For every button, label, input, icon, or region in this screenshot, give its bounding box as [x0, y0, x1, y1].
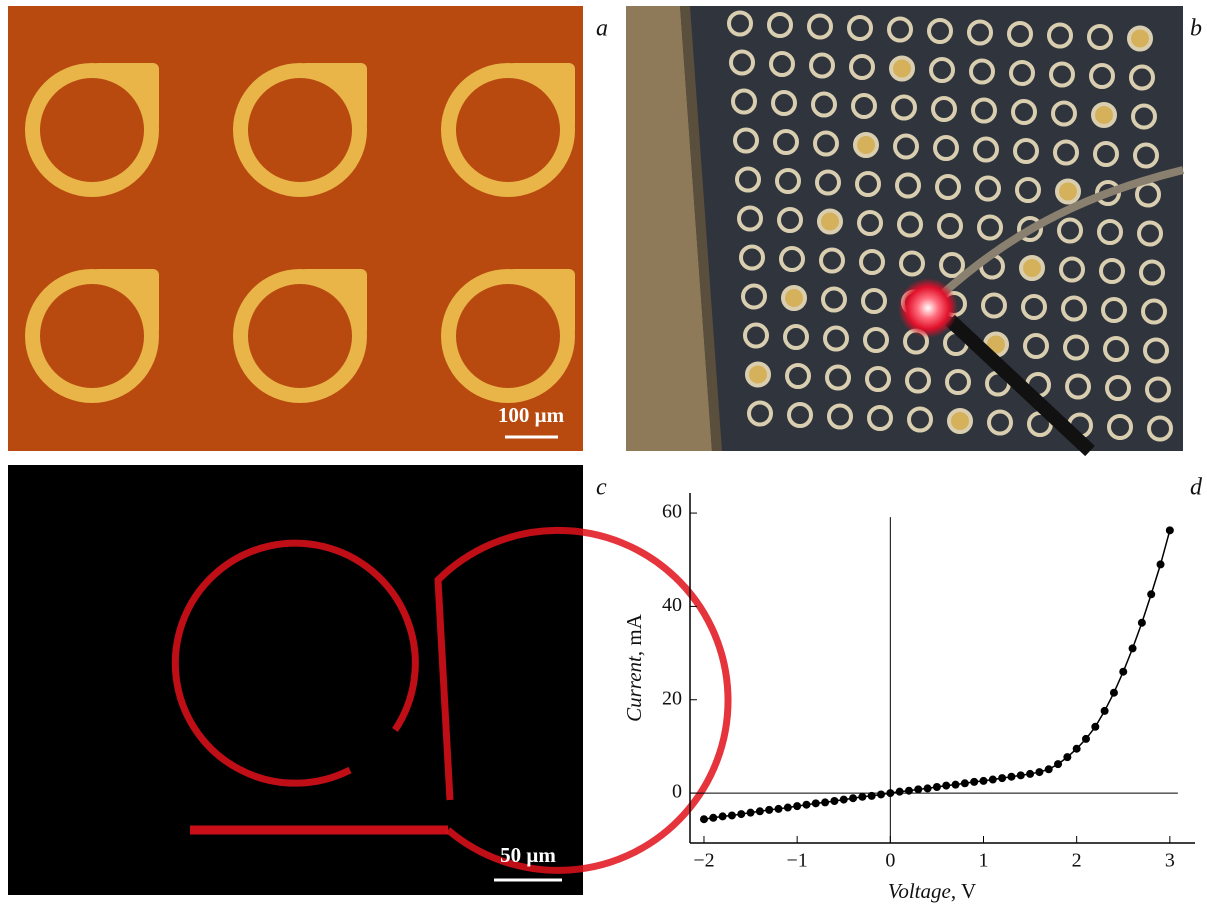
data-point — [886, 789, 894, 797]
data-point — [1110, 689, 1118, 697]
data-point — [877, 790, 885, 798]
data-point — [1017, 771, 1025, 779]
ring — [1057, 181, 1079, 203]
data-point — [970, 778, 978, 786]
data-point — [998, 774, 1006, 782]
ring — [1021, 257, 1043, 279]
x-tick-label: 1 — [978, 850, 988, 872]
data-point — [952, 781, 960, 789]
iv-curve — [704, 530, 1170, 819]
x-tick-label: 3 — [1165, 850, 1175, 872]
data-point — [868, 792, 876, 800]
figure: 100 μm 50 μm a b c d Voltage, V Current,… — [0, 0, 1207, 906]
data-point — [1101, 707, 1109, 715]
data-point — [1054, 760, 1062, 768]
data-point — [1129, 644, 1137, 652]
ring — [949, 410, 971, 432]
data-point — [812, 799, 820, 807]
data-point — [840, 796, 848, 804]
data-point — [858, 793, 866, 801]
data-point — [821, 798, 829, 806]
y-tick-label: 60 — [662, 501, 682, 523]
pad-hole — [40, 78, 144, 182]
data-point — [793, 802, 801, 810]
data-point — [849, 794, 857, 802]
data-point — [719, 812, 727, 820]
ring — [1129, 28, 1151, 50]
data-point — [979, 777, 987, 785]
y-axis-label: Current, mA — [622, 613, 646, 722]
data-point — [989, 776, 997, 784]
data-point — [1091, 723, 1099, 731]
data-point — [1138, 619, 1146, 627]
data-point — [1157, 560, 1165, 568]
data-point — [896, 788, 904, 796]
data-point — [728, 811, 736, 819]
data-point — [942, 782, 950, 790]
pad-hole — [248, 78, 352, 182]
y-axis-name: Current — [622, 655, 646, 722]
micrograph-a — [8, 6, 583, 451]
ring — [891, 58, 913, 80]
scale-bar-label: 100 μm — [498, 403, 565, 427]
pad-hole — [456, 284, 560, 388]
data-point — [924, 784, 932, 792]
pad-hole — [248, 284, 352, 388]
data-point — [1007, 773, 1015, 781]
y-axis-unit: , mA — [622, 613, 646, 656]
electroluminescence-c — [8, 465, 728, 895]
data-point — [765, 806, 773, 814]
data-point — [784, 804, 792, 812]
data-point — [1119, 668, 1127, 676]
ring — [747, 364, 769, 386]
pad-hole — [456, 78, 560, 182]
data-point — [1166, 526, 1174, 534]
data-point — [1073, 745, 1081, 753]
x-tick-label: 2 — [1072, 850, 1082, 872]
data-point — [709, 814, 717, 822]
data-point — [1045, 765, 1053, 773]
data-point — [961, 779, 969, 787]
data-point — [1082, 735, 1090, 743]
data-point — [737, 810, 745, 818]
data-point — [747, 809, 755, 817]
panel-label: a — [596, 16, 608, 42]
data-point — [700, 815, 708, 823]
ring — [783, 287, 805, 309]
x-tick-label: 0 — [885, 850, 895, 872]
y-tick-label: 0 — [672, 781, 682, 803]
y-tick-label: 20 — [662, 687, 682, 709]
data-point — [802, 801, 810, 809]
photo-b — [626, 6, 1183, 451]
data-point — [905, 787, 913, 795]
x-tick-label: −2 — [693, 850, 714, 872]
data-point — [1035, 768, 1043, 776]
data-point — [933, 783, 941, 791]
data-point — [1147, 590, 1155, 598]
data-point — [914, 785, 922, 793]
pad-hole — [40, 284, 144, 388]
ring — [1093, 104, 1115, 126]
data-point — [775, 805, 783, 813]
data-point — [1026, 770, 1034, 778]
data-point — [756, 807, 764, 815]
x-axis-label: Voltage, V — [888, 879, 976, 903]
panel-label: c — [596, 475, 607, 501]
data-point — [1063, 753, 1071, 761]
y-tick-label: 40 — [662, 594, 682, 616]
x-axis-unit: , V — [951, 879, 976, 903]
panel-label: b — [1190, 16, 1202, 42]
x-tick-label: −1 — [787, 850, 808, 872]
ring — [819, 211, 841, 233]
data-point — [830, 797, 838, 805]
emission — [898, 278, 958, 338]
panel-label: d — [1190, 475, 1203, 501]
x-axis-name: Voltage — [888, 879, 951, 903]
ring — [855, 134, 877, 156]
scale-bar-label: 50 μm — [500, 843, 556, 867]
